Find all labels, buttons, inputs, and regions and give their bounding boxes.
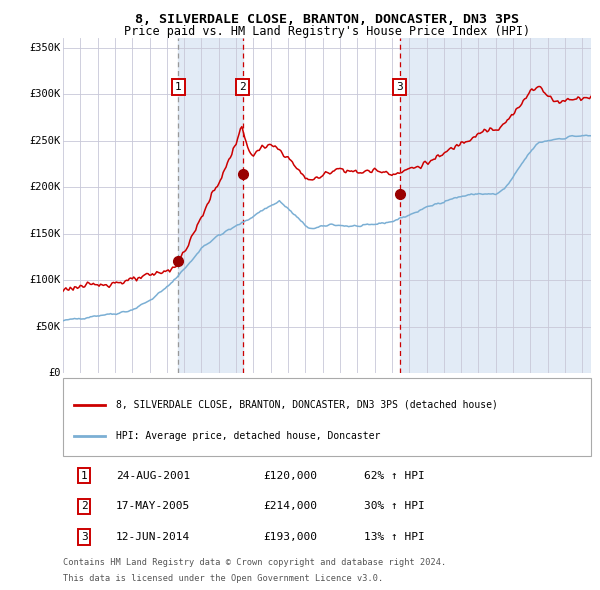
Text: 2013: 2013 — [374, 383, 383, 406]
Text: £0: £0 — [48, 368, 61, 378]
Text: £120,000: £120,000 — [263, 471, 317, 481]
Text: 1999: 1999 — [132, 383, 141, 406]
Text: 2015: 2015 — [409, 383, 418, 406]
Text: 1997: 1997 — [98, 383, 107, 406]
Text: £214,000: £214,000 — [263, 502, 317, 512]
Text: 2003: 2003 — [202, 383, 211, 406]
Text: 8, SILVERDALE CLOSE, BRANTON, DONCASTER, DN3 3PS (detached house): 8, SILVERDALE CLOSE, BRANTON, DONCASTER,… — [116, 400, 497, 410]
Text: 2018: 2018 — [461, 383, 470, 406]
Text: 2000: 2000 — [149, 383, 158, 406]
Text: 2017: 2017 — [444, 383, 453, 406]
Text: 2004: 2004 — [219, 383, 228, 406]
Text: 30% ↑ HPI: 30% ↑ HPI — [364, 502, 425, 512]
Text: 3: 3 — [81, 532, 88, 542]
Text: £100K: £100K — [29, 275, 61, 285]
Text: £350K: £350K — [29, 42, 61, 53]
Text: 2025: 2025 — [583, 383, 592, 406]
Text: 1996: 1996 — [80, 383, 89, 406]
Text: 2008: 2008 — [288, 383, 297, 406]
Text: 2012: 2012 — [357, 383, 366, 406]
Bar — [178, 38, 242, 373]
Text: 2020: 2020 — [496, 383, 505, 406]
Text: 2022: 2022 — [530, 383, 539, 406]
Text: 2009: 2009 — [305, 383, 314, 406]
Text: £193,000: £193,000 — [263, 532, 317, 542]
Text: £200K: £200K — [29, 182, 61, 192]
Text: £50K: £50K — [35, 322, 61, 332]
Text: 17-MAY-2005: 17-MAY-2005 — [116, 502, 190, 512]
Text: HPI: Average price, detached house, Doncaster: HPI: Average price, detached house, Donc… — [116, 431, 380, 441]
Bar — [400, 38, 591, 373]
Text: 2005: 2005 — [236, 383, 245, 406]
Text: £150K: £150K — [29, 228, 61, 238]
Text: 3: 3 — [396, 82, 403, 92]
Text: 1995: 1995 — [63, 383, 72, 406]
Text: 2001: 2001 — [167, 383, 176, 406]
Text: 2011: 2011 — [340, 383, 349, 406]
Text: This data is licensed under the Open Government Licence v3.0.: This data is licensed under the Open Gov… — [63, 573, 383, 583]
Text: 2019: 2019 — [478, 383, 487, 406]
Text: £300K: £300K — [29, 89, 61, 99]
Text: 12-JUN-2014: 12-JUN-2014 — [116, 532, 190, 542]
Text: 2023: 2023 — [548, 383, 557, 406]
Text: 8, SILVERDALE CLOSE, BRANTON, DONCASTER, DN3 3PS: 8, SILVERDALE CLOSE, BRANTON, DONCASTER,… — [135, 13, 519, 26]
Text: 2002: 2002 — [184, 383, 193, 406]
Text: 1: 1 — [175, 82, 181, 92]
Text: 2016: 2016 — [427, 383, 436, 406]
Text: 1998: 1998 — [115, 383, 124, 406]
Text: Contains HM Land Registry data © Crown copyright and database right 2024.: Contains HM Land Registry data © Crown c… — [63, 558, 446, 568]
Text: 13% ↑ HPI: 13% ↑ HPI — [364, 532, 425, 542]
Text: 2010: 2010 — [323, 383, 332, 406]
Text: 2: 2 — [81, 502, 88, 512]
Text: 2021: 2021 — [513, 383, 522, 406]
Text: £250K: £250K — [29, 136, 61, 146]
Text: 2024: 2024 — [565, 383, 574, 406]
Text: 1: 1 — [81, 471, 88, 481]
Text: 2007: 2007 — [271, 383, 280, 406]
Text: 2014: 2014 — [392, 383, 401, 406]
Text: 2006: 2006 — [253, 383, 262, 406]
Text: 24-AUG-2001: 24-AUG-2001 — [116, 471, 190, 481]
FancyBboxPatch shape — [63, 378, 591, 456]
Text: Price paid vs. HM Land Registry's House Price Index (HPI): Price paid vs. HM Land Registry's House … — [124, 25, 530, 38]
Text: 2: 2 — [239, 82, 246, 92]
Text: 62% ↑ HPI: 62% ↑ HPI — [364, 471, 425, 481]
